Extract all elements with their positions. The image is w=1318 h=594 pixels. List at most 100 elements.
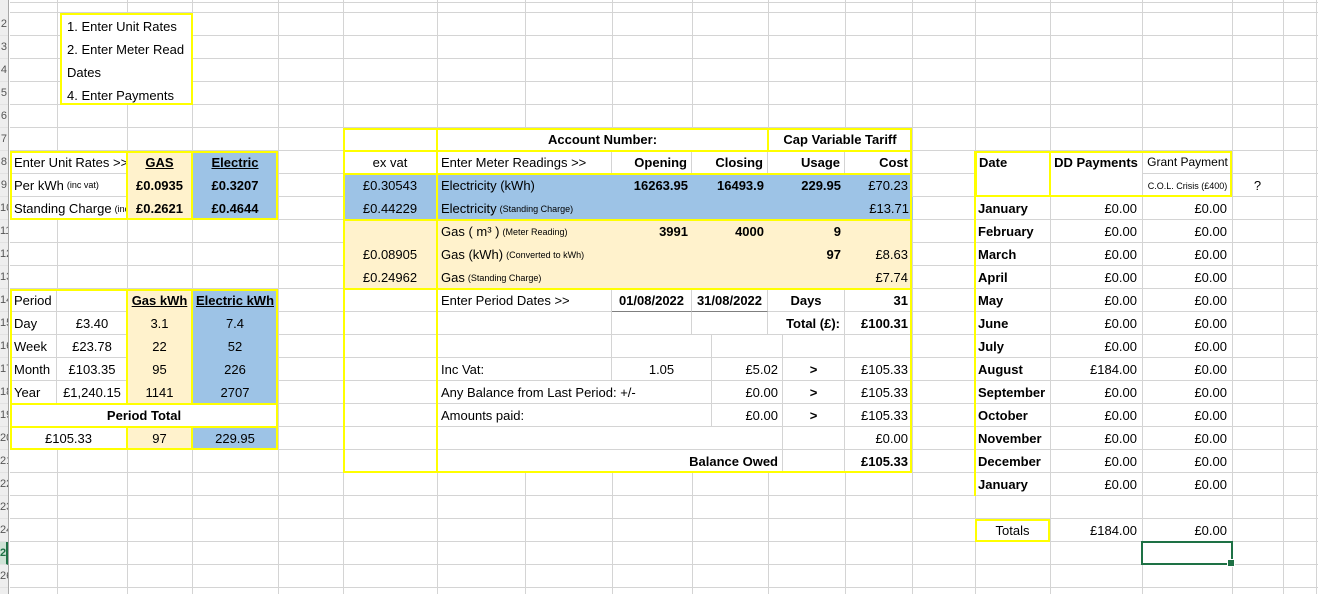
- gas-standing-charge-rate[interactable]: £0.2621: [127, 197, 192, 220]
- grant-payment-cell[interactable]: £0.00: [1194, 431, 1227, 446]
- gas-rate-per-kwh[interactable]: £0.0935: [127, 174, 192, 197]
- gridline: [1142, 0, 1143, 594]
- row-number[interactable]: 19: [0, 404, 8, 427]
- vat-factor[interactable]: 1.05: [612, 358, 712, 381]
- row-number[interactable]: 24: [0, 519, 8, 542]
- row-number[interactable]: 20: [0, 427, 8, 450]
- grant-payment-cell[interactable]: £0.00: [1194, 362, 1227, 377]
- grant-payment-cell[interactable]: £0.00: [1194, 316, 1227, 331]
- period-total-cost: £105.33: [45, 431, 92, 446]
- totals-label: Totals: [975, 519, 1050, 542]
- standing-charge-label: Standing Charge: [14, 201, 112, 216]
- balance-last-arrow: >: [783, 381, 845, 404]
- month-label: April: [978, 270, 1008, 285]
- row-number[interactable]: 26: [0, 565, 8, 588]
- row-number[interactable]: 9: [0, 174, 8, 197]
- gridline: [278, 0, 279, 594]
- balance-last-amount[interactable]: £0.00: [712, 381, 783, 404]
- row-number[interactable]: 2: [0, 13, 8, 36]
- row-number[interactable]: 25: [0, 542, 8, 565]
- row-number[interactable]: 15: [0, 312, 8, 335]
- usage-header: Usage: [768, 151, 845, 174]
- electric-rate-per-kwh[interactable]: £0.3207: [192, 174, 278, 197]
- month-label: January: [978, 201, 1028, 216]
- row-number[interactable]: 18: [0, 381, 8, 404]
- meter-readings-label: Enter Meter Readings >>: [437, 151, 612, 174]
- gridline: [1316, 0, 1317, 594]
- grant-payment-cell[interactable]: £0.00: [1194, 477, 1227, 492]
- electric-kwh-header: Electric kWh: [192, 289, 278, 312]
- dd-payment-cell[interactable]: £0.00: [1104, 477, 1137, 492]
- row-number[interactable]: 16: [0, 335, 8, 358]
- elec-opening-reading[interactable]: 16263.95: [633, 178, 688, 193]
- period-start-date[interactable]: 01/08/2022: [612, 289, 692, 312]
- empty-cell: [783, 427, 845, 450]
- dd-payment-cell[interactable]: £184.00: [1090, 362, 1137, 377]
- dd-payment-cell[interactable]: £0.00: [1104, 339, 1137, 354]
- empty-cell: [343, 450, 437, 473]
- row-number[interactable]: 17: [0, 358, 8, 381]
- month-label: October: [978, 408, 1028, 423]
- grant-payment-cell[interactable]: £0.00: [1194, 339, 1227, 354]
- period-day-electric: 7.4: [192, 312, 278, 335]
- row-number[interactable]: 8: [0, 151, 8, 174]
- amounts-paid-running-total: £105.33: [845, 404, 912, 427]
- grant-payment-cell[interactable]: £0.00: [1194, 454, 1227, 469]
- grant-payment-cell[interactable]: £0.00: [1194, 201, 1227, 216]
- row-number[interactable]: 23: [0, 496, 8, 519]
- period-year-cost: £1,240.15: [63, 385, 121, 400]
- gas-closing-reading[interactable]: 4000: [735, 224, 764, 239]
- amounts-paid-label: Amounts paid:: [437, 404, 712, 427]
- row-number[interactable]: 10: [0, 197, 8, 220]
- dd-payment-cell[interactable]: £0.00: [1104, 293, 1137, 308]
- period-end-date[interactable]: 31/08/2022: [692, 289, 768, 312]
- gas-m3-text: Gas ( m³ ): [441, 224, 500, 239]
- row-number[interactable]: 13: [0, 266, 8, 289]
- row-number[interactable]: 3: [0, 36, 8, 59]
- row-number[interactable]: 21: [0, 450, 8, 473]
- bill-table: Account Number: Cap Variable Tariff ex v…: [343, 128, 913, 473]
- row-number[interactable]: 14: [0, 289, 8, 312]
- fill-handle[interactable]: [1227, 559, 1235, 567]
- opening-header: Opening: [612, 151, 692, 174]
- grant-payment-cell[interactable]: £0.00: [1194, 270, 1227, 285]
- month-label: August: [978, 362, 1023, 377]
- row-number[interactable]: 6: [0, 105, 8, 128]
- empty-cell: [343, 381, 437, 404]
- row-number[interactable]: 22: [0, 473, 8, 496]
- row-number[interactable]: 5: [0, 82, 8, 105]
- grant-payment-cell[interactable]: £0.00: [1194, 247, 1227, 262]
- grant-payment-cell[interactable]: £0.00: [1194, 293, 1227, 308]
- empty-cell: [343, 404, 437, 427]
- row-number[interactable]: 4: [0, 59, 8, 82]
- dd-payment-cell[interactable]: £0.00: [1104, 316, 1137, 331]
- elec-closing-reading[interactable]: 16493.9: [717, 178, 764, 193]
- amounts-paid-amount[interactable]: £0.00: [712, 404, 783, 427]
- unit-rates-table: Enter Unit Rates >> GAS Electric Per kWh…: [10, 151, 278, 220]
- grant-payment-cell[interactable]: £0.00: [1194, 385, 1227, 400]
- balance-last-running-total: £105.33: [845, 381, 912, 404]
- dd-payment-cell[interactable]: £0.00: [1104, 408, 1137, 423]
- row-header-strip[interactable]: 2345678910111213141516171819202122232425…: [0, 0, 9, 594]
- dd-payment-cell[interactable]: £0.00: [1104, 224, 1137, 239]
- grant-payment-cell[interactable]: £0.00: [1194, 408, 1227, 423]
- totals-grant-value: £0.00: [1194, 523, 1227, 538]
- period-total-label: Period Total: [106, 408, 182, 423]
- dd-payment-cell[interactable]: £0.00: [1104, 201, 1137, 216]
- grant-payment-cell[interactable]: £0.00: [1194, 224, 1227, 239]
- dd-payment-cell[interactable]: £0.00: [1104, 454, 1137, 469]
- row-number[interactable]: 11: [0, 220, 8, 243]
- period-total-electric: 229.95: [192, 427, 278, 450]
- question-mark: ?: [1253, 178, 1262, 193]
- dd-payment-cell[interactable]: £0.00: [1104, 247, 1137, 262]
- dd-payment-cell[interactable]: £0.00: [1104, 431, 1137, 446]
- row-number[interactable]: 12: [0, 243, 8, 266]
- electric-standing-charge-rate[interactable]: £0.4644: [192, 197, 278, 220]
- selected-cell[interactable]: [1141, 541, 1235, 567]
- dd-payment-cell[interactable]: £0.00: [1104, 270, 1137, 285]
- grant-subheader: C.O.L. Crisis (£400): [1142, 174, 1232, 197]
- gas-opening-reading[interactable]: 3991: [659, 224, 688, 239]
- row-number[interactable]: 7: [0, 128, 8, 151]
- gas-column-header: GAS: [127, 151, 192, 174]
- dd-payment-cell[interactable]: £0.00: [1104, 385, 1137, 400]
